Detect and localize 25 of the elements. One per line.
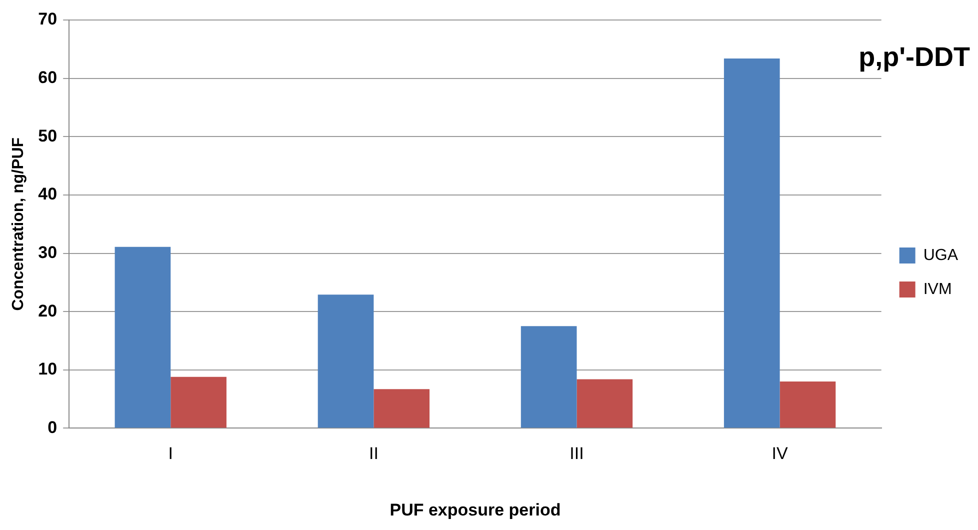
y-axis-title: Concentration, ng/PUF: [10, 137, 28, 311]
y-tick-label: 30: [38, 242, 58, 262]
y-tick-label: 20: [38, 301, 58, 320]
bar: [576, 379, 633, 428]
x-tick-label: I: [168, 444, 174, 464]
legend-label: IVM: [923, 280, 952, 298]
x-tick-label: II: [368, 444, 378, 464]
y-tick-label: 10: [38, 360, 58, 379]
text: p,p'-DDT: [858, 42, 970, 73]
bar: [114, 246, 171, 428]
x-tick-label: III: [570, 444, 584, 464]
y-tick-label: 50: [38, 126, 58, 146]
y-tick-label: 40: [38, 184, 58, 204]
bar: [520, 326, 577, 428]
bar: [170, 376, 226, 428]
x-axis-title: PUF exposure period: [390, 500, 561, 520]
bar: [374, 389, 430, 428]
y-tick-label: 60: [38, 68, 58, 87]
bar: [724, 58, 780, 428]
x-tick-label: IV: [772, 444, 788, 464]
y-tick-label: 70: [38, 10, 58, 29]
bar: [318, 294, 374, 428]
legend-label: UGA: [923, 246, 958, 264]
y-tick-label: 0: [48, 418, 58, 437]
bar: [780, 382, 836, 428]
